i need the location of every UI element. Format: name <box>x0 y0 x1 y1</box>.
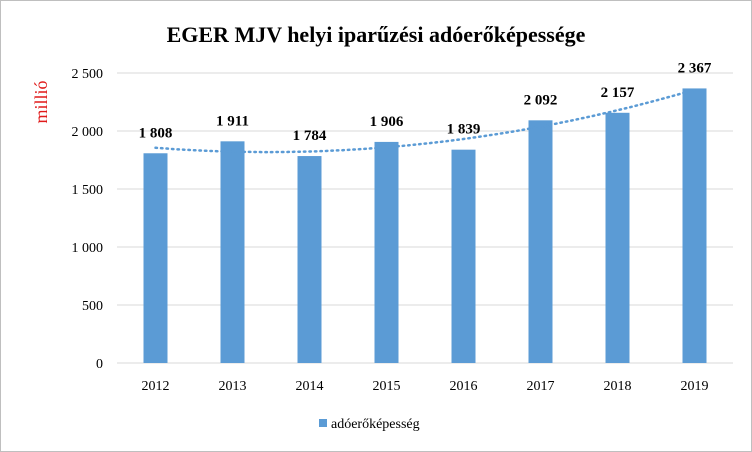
y-tick-label: 2 000 <box>72 125 104 140</box>
gridlines <box>117 72 733 364</box>
legend-label: adóerőképesség <box>331 417 420 432</box>
bar-2019 <box>682 88 707 363</box>
x-axis-ticks: 2012 2013 2014 2015 2016 2017 2018 2019 <box>142 379 709 394</box>
bars <box>143 88 707 364</box>
x-tick-label: 2018 <box>604 379 632 394</box>
bar-2013 <box>220 141 245 363</box>
x-tick-label: 2014 <box>296 379 324 394</box>
bar-2014 <box>297 156 322 363</box>
legend-swatch <box>319 419 327 427</box>
data-label-2012: 1 808 <box>139 125 173 141</box>
legend: adóerőképesség <box>319 417 420 432</box>
y-tick-label: 1 000 <box>72 241 104 256</box>
data-labels: 1 808 1 911 1 784 1 906 1 839 2 092 2 157 2 367 <box>139 60 712 144</box>
trendline <box>154 88 696 154</box>
x-tick-label: 2013 <box>219 379 247 394</box>
trendline-path <box>154 88 696 154</box>
data-label-2013: 1 911 <box>216 113 249 129</box>
y-tick-label: 2 500 <box>72 67 104 82</box>
chart-title: EGER MJV helyi iparűzési adóerőképessége <box>167 22 586 47</box>
bar-2017 <box>528 120 553 363</box>
bar-2018 <box>605 112 630 364</box>
bar-2012 <box>143 153 168 363</box>
data-label-2017: 2 092 <box>524 92 558 108</box>
bar-2016 <box>451 149 476 363</box>
x-tick-label: 2019 <box>681 379 709 394</box>
y-axis-ticks: 0 500 1 000 1 500 2 000 2 500 <box>72 67 104 372</box>
y-tick-label: 1 500 <box>72 183 104 198</box>
data-label-2018: 2 157 <box>601 85 635 101</box>
x-tick-label: 2015 <box>373 379 401 394</box>
y-axis-label: millió <box>31 80 51 123</box>
x-tick-label: 2012 <box>142 379 170 394</box>
data-label-2019: 2 367 <box>678 60 712 76</box>
bar-2015 <box>374 141 399 363</box>
y-tick-label: 500 <box>82 299 103 314</box>
data-label-2016: 1 839 <box>447 122 481 138</box>
data-label-2014: 1 784 <box>293 128 327 144</box>
data-label-2015: 1 906 <box>370 114 404 130</box>
x-tick-label: 2017 <box>527 379 555 394</box>
x-tick-label: 2016 <box>450 379 478 394</box>
y-tick-label: 0 <box>96 357 103 372</box>
